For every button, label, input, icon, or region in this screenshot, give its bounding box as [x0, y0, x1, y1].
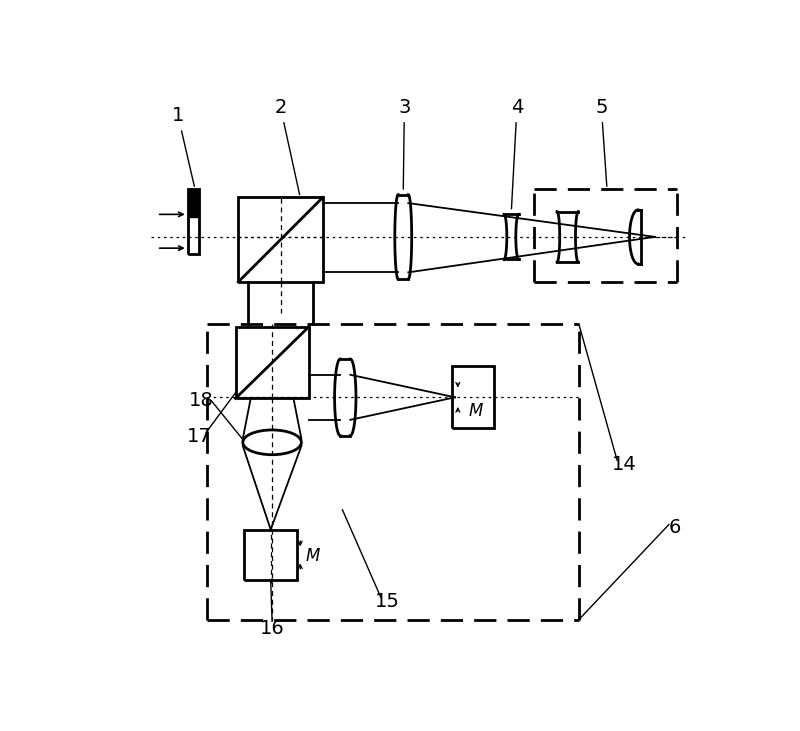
Text: 6: 6: [668, 518, 681, 537]
Text: 16: 16: [260, 618, 285, 637]
Text: 3: 3: [398, 98, 410, 189]
Text: 17: 17: [186, 427, 211, 446]
Text: 4: 4: [510, 98, 523, 209]
Text: $M$: $M$: [468, 402, 484, 420]
Text: $M$: $M$: [305, 547, 321, 565]
Polygon shape: [188, 217, 199, 254]
Text: 18: 18: [190, 390, 214, 409]
Text: 1: 1: [172, 107, 194, 186]
Text: 15: 15: [375, 591, 400, 610]
Text: 5: 5: [595, 98, 608, 186]
Text: 2: 2: [274, 98, 300, 194]
Text: 14: 14: [611, 455, 636, 474]
Polygon shape: [188, 189, 199, 217]
